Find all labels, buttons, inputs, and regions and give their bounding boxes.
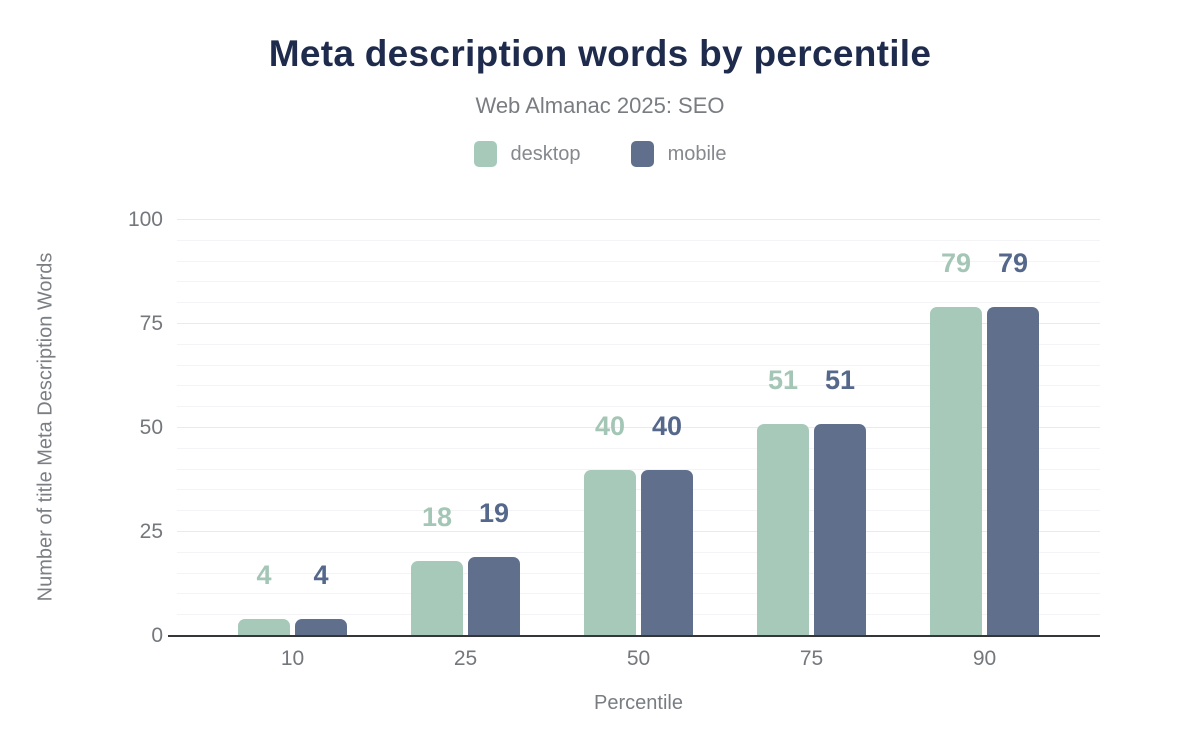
bar-wrap-desktop-p25: 18: [411, 220, 463, 636]
gridline-10: [177, 593, 1100, 595]
bar-wrap-desktop-p10: 4: [238, 220, 290, 636]
gridline-15: [177, 572, 1100, 574]
plot-area: 4 4 18 19 40 40 51 51 79 79: [177, 219, 1100, 636]
gridline-90: [177, 260, 1100, 262]
gridline-75: [177, 323, 1100, 324]
x-axis-ticks: 10 25 50 75 90: [177, 647, 1100, 671]
chart-subtitle: Web Almanac 2025: SEO: [475, 93, 725, 118]
y-tick-label-25: 25: [139, 520, 163, 543]
y-tick-label-75: 75: [139, 312, 163, 335]
gridline-95: [177, 239, 1100, 241]
bar-value-label-mobile-p25: 19: [478, 497, 510, 528]
gridline-50: [177, 427, 1100, 428]
x-tick-label-90: 90: [972, 647, 997, 670]
bar-group-p50: 40 40: [552, 220, 725, 636]
gridline-85: [177, 281, 1100, 283]
legend-label-mobile: mobile: [667, 142, 727, 165]
gridline-20: [177, 551, 1100, 553]
bar-desktop-p25[interactable]: [411, 561, 463, 636]
bar-groups: 4 4 18 19 40 40 51 51 79 79: [177, 220, 1100, 636]
legend-label-desktop: desktop: [510, 142, 581, 165]
gridline-35: [177, 489, 1100, 491]
gridline-45: [177, 447, 1100, 449]
bar-value-label-mobile-p75: 51: [824, 364, 856, 395]
gridline-55: [177, 406, 1100, 408]
gridline-65: [177, 364, 1100, 366]
mobile-series-swatch-icon: [630, 141, 654, 167]
gridline-60: [177, 385, 1100, 387]
bar-group-p75: 51 51: [725, 220, 898, 636]
y-axis-ticks: 0 25 50 75 100: [0, 208, 163, 647]
gridline-5: [177, 614, 1100, 616]
bar-wrap-mobile-p10: 4: [295, 220, 347, 636]
bar-wrap-mobile-p50: 40: [641, 220, 693, 636]
bar-mobile-p10[interactable]: [295, 619, 347, 636]
x-axis-title: Percentile: [594, 692, 683, 714]
gridline-25: [177, 531, 1100, 532]
bar-group-p90: 79 79: [898, 220, 1071, 636]
bar-mobile-p75[interactable]: [814, 423, 866, 636]
bar-wrap-desktop-p90: 79: [930, 220, 982, 636]
bar-desktop-p10[interactable]: [238, 619, 290, 636]
legend: desktop mobile: [0, 141, 1200, 167]
x-tick-label-50: 50: [626, 647, 651, 670]
bar-value-label-mobile-p90: 79: [997, 248, 1029, 279]
bar-value-label-mobile-p10: 4: [313, 560, 329, 591]
chart-title: Meta description words by percentile: [268, 33, 932, 74]
bar-value-label-desktop-p90: 79: [940, 248, 972, 279]
gridline-100: [177, 219, 1100, 220]
x-tick-label-25: 25: [453, 647, 478, 670]
bar-desktop-p50[interactable]: [584, 469, 636, 636]
x-axis-line: [168, 635, 1100, 637]
bar-value-label-desktop-p25: 18: [421, 502, 453, 533]
bar-value-label-desktop-p50: 40: [594, 410, 626, 441]
y-tick-label-50: 50: [139, 416, 163, 439]
bar-value-label-desktop-p75: 51: [767, 364, 799, 395]
desktop-series-swatch-icon: [473, 141, 497, 167]
x-tick-label-75: 75: [799, 647, 824, 670]
bar-value-label-mobile-p50: 40: [651, 410, 683, 441]
gridline-70: [177, 343, 1100, 345]
bar-wrap-mobile-p25: 19: [468, 220, 520, 636]
gridline-40: [177, 468, 1100, 470]
bar-wrap-desktop-p50: 40: [584, 220, 636, 636]
bar-mobile-p50[interactable]: [641, 469, 693, 636]
legend-item-mobile[interactable]: mobile: [630, 141, 727, 167]
bar-group-p25: 18 19: [379, 220, 552, 636]
bar-wrap-mobile-p90: 79: [987, 220, 1039, 636]
bar-wrap-mobile-p75: 51: [814, 220, 866, 636]
bar-mobile-p25[interactable]: [468, 556, 520, 636]
x-tick-label-10: 10: [280, 647, 305, 670]
bar-desktop-p75[interactable]: [757, 423, 809, 636]
bar-wrap-desktop-p75: 51: [757, 220, 809, 636]
bar-desktop-p90[interactable]: [930, 307, 982, 636]
gridline-80: [177, 302, 1100, 304]
y-tick-label-100: 100: [127, 208, 163, 231]
gridline-30: [177, 510, 1100, 512]
legend-item-desktop[interactable]: desktop: [473, 141, 581, 167]
bar-value-label-desktop-p10: 4: [256, 560, 272, 591]
y-tick-label-0: 0: [151, 624, 163, 647]
bar-mobile-p90[interactable]: [987, 307, 1039, 636]
